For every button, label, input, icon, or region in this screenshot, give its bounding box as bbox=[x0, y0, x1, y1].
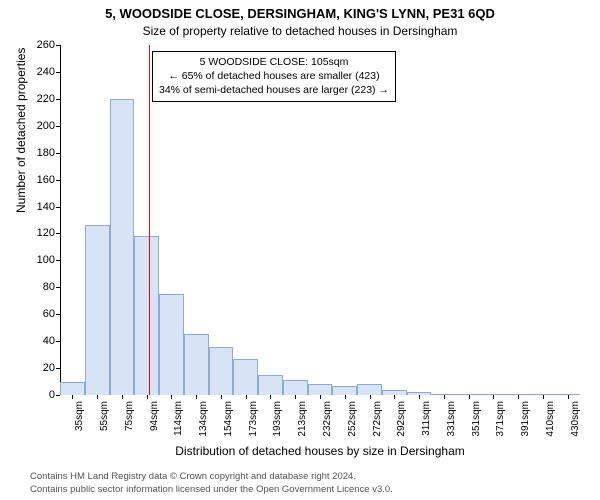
x-tick-label: 331sqm bbox=[444, 401, 457, 437]
y-tick-mark bbox=[56, 233, 60, 234]
x-tick-label: 232sqm bbox=[320, 401, 333, 437]
x-tick-label: 114sqm bbox=[171, 401, 184, 436]
x-tick-mark bbox=[221, 395, 222, 399]
x-tick-label: 351sqm bbox=[469, 401, 482, 437]
histogram-bar bbox=[134, 236, 159, 395]
annotation-box: 5 WOODSIDE CLOSE: 105sqm ← 65% of detach… bbox=[152, 51, 396, 102]
footer-line-1: Contains HM Land Registry data © Crown c… bbox=[30, 471, 590, 483]
x-tick-label: 252sqm bbox=[345, 401, 358, 437]
chart-container: 5, WOODSIDE CLOSE, DERSINGHAM, KING'S LY… bbox=[0, 0, 600, 500]
chart-title-main: 5, WOODSIDE CLOSE, DERSINGHAM, KING'S LY… bbox=[0, 6, 600, 21]
x-tick-label: 371sqm bbox=[493, 401, 506, 437]
x-tick-mark bbox=[97, 395, 98, 399]
x-tick-mark bbox=[246, 395, 247, 399]
y-tick-mark bbox=[56, 314, 60, 315]
y-tick-mark bbox=[56, 126, 60, 127]
histogram-bar bbox=[332, 386, 357, 395]
histogram-bar bbox=[283, 380, 308, 395]
x-tick-label: 311sqm bbox=[419, 401, 432, 436]
x-tick-mark bbox=[394, 395, 395, 399]
x-tick-mark bbox=[419, 395, 420, 399]
y-tick-mark bbox=[56, 287, 60, 288]
x-tick-mark bbox=[147, 395, 148, 399]
x-tick-mark bbox=[493, 395, 494, 399]
x-tick-mark bbox=[270, 395, 271, 399]
x-tick-label: 94sqm bbox=[147, 401, 160, 431]
x-tick-mark bbox=[444, 395, 445, 399]
histogram-bar bbox=[159, 294, 184, 395]
x-tick-mark bbox=[568, 395, 569, 399]
footer-attribution: Contains HM Land Registry data © Crown c… bbox=[30, 471, 590, 496]
x-tick-mark bbox=[469, 395, 470, 399]
histogram-bar bbox=[258, 375, 283, 395]
x-tick-label: 173sqm bbox=[246, 401, 259, 437]
x-tick-label: 213sqm bbox=[295, 401, 308, 437]
y-tick-mark bbox=[56, 207, 60, 208]
y-tick-mark bbox=[56, 260, 60, 261]
y-tick-mark bbox=[56, 180, 60, 181]
histogram-bar bbox=[357, 384, 382, 395]
annotation-line-3: 34% of semi-detached houses are larger (… bbox=[159, 83, 389, 97]
x-tick-label: 55sqm bbox=[97, 401, 110, 431]
y-tick-mark bbox=[56, 395, 60, 396]
histogram-bar bbox=[233, 359, 258, 395]
histogram-bar bbox=[184, 334, 209, 395]
y-tick-mark bbox=[56, 341, 60, 342]
y-tick-mark bbox=[56, 153, 60, 154]
y-tick-mark bbox=[56, 99, 60, 100]
x-tick-label: 154sqm bbox=[221, 401, 234, 437]
x-tick-label: 430sqm bbox=[568, 401, 581, 437]
y-axis-label: Number of detached properties bbox=[14, 48, 28, 213]
x-tick-mark bbox=[171, 395, 172, 399]
x-axis-label: Distribution of detached houses by size … bbox=[60, 444, 580, 458]
reference-line bbox=[149, 45, 150, 395]
annotation-line-2: ← 65% of detached houses are smaller (42… bbox=[159, 69, 389, 83]
x-tick-mark bbox=[295, 395, 296, 399]
y-tick-mark bbox=[56, 368, 60, 369]
y-tick-mark bbox=[56, 72, 60, 73]
x-tick-label: 391sqm bbox=[518, 401, 531, 437]
chart-title-sub: Size of property relative to detached ho… bbox=[0, 24, 600, 38]
x-tick-label: 272sqm bbox=[370, 401, 383, 437]
x-tick-label: 134sqm bbox=[196, 401, 209, 437]
annotation-line-1: 5 WOODSIDE CLOSE: 105sqm bbox=[159, 55, 389, 69]
x-tick-label: 292sqm bbox=[394, 401, 407, 437]
y-tick-mark bbox=[56, 45, 60, 46]
histogram-bar bbox=[209, 347, 234, 395]
x-tick-mark bbox=[345, 395, 346, 399]
x-tick-mark bbox=[122, 395, 123, 399]
x-tick-label: 410sqm bbox=[543, 401, 556, 437]
histogram-bar bbox=[60, 382, 85, 395]
histogram-bar bbox=[85, 225, 110, 395]
x-tick-mark bbox=[543, 395, 544, 399]
x-tick-mark bbox=[72, 395, 73, 399]
x-tick-label: 75sqm bbox=[122, 401, 135, 431]
x-tick-mark bbox=[196, 395, 197, 399]
x-tick-mark bbox=[370, 395, 371, 399]
x-tick-label: 35sqm bbox=[72, 401, 85, 431]
x-tick-mark bbox=[320, 395, 321, 399]
histogram-bar bbox=[110, 99, 135, 395]
x-tick-mark bbox=[518, 395, 519, 399]
footer-line-2: Contains public sector information licen… bbox=[30, 484, 590, 496]
x-tick-label: 193sqm bbox=[270, 401, 283, 437]
histogram-bar bbox=[308, 384, 333, 395]
plot-area: 020406080100120140160180200220240260 35s… bbox=[60, 45, 580, 395]
